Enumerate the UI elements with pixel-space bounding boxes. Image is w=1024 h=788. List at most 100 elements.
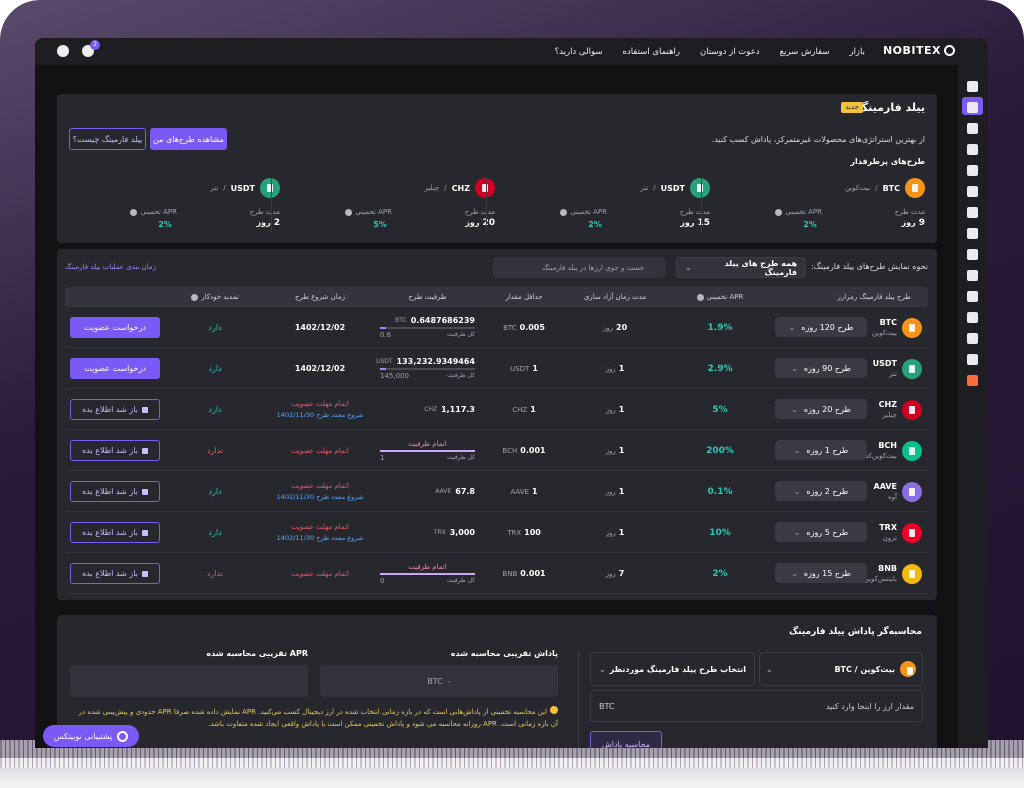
capacity-total: کل ظرفیت 0	[380, 577, 475, 585]
duration-value: 15	[697, 218, 710, 228]
sidebar-icon[interactable]	[967, 186, 978, 197]
duration-unit: روز	[256, 218, 271, 227]
support-text: پشتیبانی نوبیتکس	[53, 731, 113, 741]
support-button[interactable]: پشتیبانی نوبیتکس	[43, 725, 139, 747]
my-plans-button[interactable]: مشاهده طرح‌های من	[150, 128, 227, 150]
popular-coin[interactable]: BTC / بیت‌کوین	[845, 178, 925, 198]
sidebar-icon[interactable]	[967, 165, 978, 176]
action-button[interactable]: درخواست عضویت	[70, 358, 160, 379]
action-text: درخواست عضویت	[84, 323, 146, 332]
schedule-link[interactable]: زمان بندی عملیات ییلد فارمینگ	[65, 263, 157, 271]
filter-select[interactable]: همه طرح های ییلد فارمینگ ⌄	[676, 257, 806, 278]
sidebar-icon[interactable]	[967, 270, 978, 281]
chevron: ⌄	[793, 445, 801, 455]
popular-coin[interactable]: CHZ / چیلیز	[425, 178, 495, 198]
min-coin: CHZ	[512, 405, 528, 414]
sidebar-icon[interactable]	[967, 144, 978, 155]
auto-renew: دارد	[208, 323, 222, 332]
nav-link[interactable]: سفارش سریع	[779, 46, 830, 57]
release-cell: 1 روز	[575, 430, 655, 471]
column-header: مدت زمان آزاد سازی	[575, 287, 655, 307]
profile-icon[interactable]	[57, 45, 69, 57]
action-button[interactable]: باز شد اطلاع بده	[70, 440, 160, 461]
nav-link[interactable]: دعوت از دوستان	[700, 46, 760, 57]
search-input[interactable]: جست و جوی ارزها در ییلد فارمینگ	[493, 257, 666, 278]
table-row: AAVE آوه طرح 2 روزه ⌄ 0.1% 1 روز 1 AAVE 67.8 AAVE ا…	[65, 471, 928, 512]
capacity-line: 133,232.9349464 USDT	[376, 357, 475, 366]
capacity-value: 0.6487686239	[410, 316, 475, 325]
duration-unit: روز	[901, 218, 916, 227]
plan-select[interactable]: طرح 15 روزه ⌄	[775, 563, 867, 583]
apr-label: APR تخمینی	[775, 208, 822, 216]
start-status: اتمام مهلت عضویت	[291, 523, 349, 531]
amount-input[interactable]: مقدار ارز را اینجا وارد کنید BTC	[590, 690, 923, 722]
capacity-status: اتمام ظرفیت	[408, 439, 447, 448]
start-status: اتمام مهلت عضویت	[291, 569, 349, 578]
action-cell: باز شد اطلاع بده	[70, 430, 160, 471]
plan-select[interactable]: طرح 120 روزه ⌄	[775, 317, 867, 337]
what-is-button[interactable]: ییلد فارمینگ چیست؟	[69, 128, 146, 150]
min-cell: 100 TRX	[484, 512, 564, 553]
coin-select[interactable]: بیت‌کوین / BTC ⌄	[759, 652, 923, 686]
release-unit: روز	[605, 364, 616, 373]
sidebar-icon[interactable]	[967, 81, 978, 92]
sidebar-icon[interactable]	[967, 123, 978, 134]
sidebar-icon[interactable]	[967, 291, 978, 302]
capacity-fill	[380, 368, 386, 370]
auto-cell: دارد	[185, 471, 245, 512]
input-unit: BTC	[599, 701, 615, 711]
release-cell: 1 روز	[575, 512, 655, 553]
apr-value: 5%	[712, 404, 728, 415]
chevron: ⌄	[599, 664, 606, 674]
info-icon	[775, 208, 783, 216]
warning-icon	[550, 706, 558, 714]
card-divider	[271, 178, 272, 232]
action-button[interactable]: باز شد اطلاع بده	[70, 481, 160, 502]
action-button[interactable]: درخواست عضویت	[70, 317, 160, 338]
duration-value: 20	[482, 218, 495, 228]
plan-select[interactable]: طرح 90 روزه ⌄	[775, 358, 867, 378]
nav-link[interactable]: سوالی دارید؟	[554, 46, 603, 57]
nav-link[interactable]: راهنمای استفاده	[622, 46, 681, 57]
sidebar-icon[interactable]	[967, 333, 978, 344]
plan-select[interactable]: طرح 2 روزه ⌄	[775, 481, 867, 501]
sidebar-icon[interactable]	[967, 249, 978, 260]
brand: NOBITEX	[883, 44, 955, 57]
renew-date: شروع مجدد طرح 1402/11/30	[276, 411, 364, 419]
sidebar-icon[interactable]	[967, 207, 978, 218]
release-cell: 1 روز	[575, 389, 655, 430]
plan-select[interactable]: طرح 1 روزه ⌄	[775, 440, 867, 460]
reward-output: BTC -	[320, 665, 558, 697]
plan-select[interactable]: طرح 5 روزه ⌄	[775, 522, 867, 542]
auto-cell: دارد	[185, 512, 245, 553]
popular-coin[interactable]: USDT / تتر	[640, 178, 710, 198]
sidebar-icon[interactable]	[967, 102, 978, 113]
capacity-line: 67.8 AAVE	[380, 487, 475, 496]
action-button[interactable]: باز شد اطلاع بده	[70, 563, 160, 584]
sidebar-icon[interactable]	[967, 354, 978, 365]
popular-coin[interactable]: USDT / تتر	[210, 178, 280, 198]
coin-select-text: بیت‌کوین / BTC	[834, 664, 895, 674]
auto-renew: دارد	[208, 405, 222, 414]
nav-links: بازار سفارش سریع دعوت از دوستان راهنمای است…	[555, 38, 865, 65]
apr-cell: 5%	[680, 389, 760, 430]
auto-renew: ندارد	[206, 569, 224, 578]
apr-label-text: APR تخمینی	[570, 208, 607, 216]
plan-select[interactable]: طرح 20 روزه ⌄	[775, 399, 867, 419]
coin-name: چیلیز	[882, 410, 897, 419]
calculate-button[interactable]: محاسبه پاداش	[590, 731, 662, 748]
release-unit: روز	[605, 405, 616, 414]
start-status: اتمام مهلت عضویت	[291, 400, 349, 408]
sidebar-icon[interactable]	[967, 312, 978, 323]
plan-select[interactable]: انتخاب طرح ییلد فارمینگ موردنظر ⌄	[590, 652, 755, 686]
header-text: مدت زمان آزاد سازی	[583, 293, 647, 301]
reward-label: پاداش تقریبی محاسبه شده	[450, 649, 558, 658]
sidebar-icon[interactable]	[967, 228, 978, 239]
apr-cell: 0.1%	[680, 471, 760, 512]
nav-link[interactable]: بازار	[849, 46, 865, 57]
sidebar-icon[interactable]	[967, 375, 978, 386]
action-button[interactable]: باز شد اطلاع بده	[70, 399, 160, 420]
action-button[interactable]: باز شد اطلاع بده	[70, 522, 160, 543]
header-text: طرح ییلد فارمینگ رمزارز	[837, 293, 911, 301]
coin-icon	[690, 178, 710, 198]
